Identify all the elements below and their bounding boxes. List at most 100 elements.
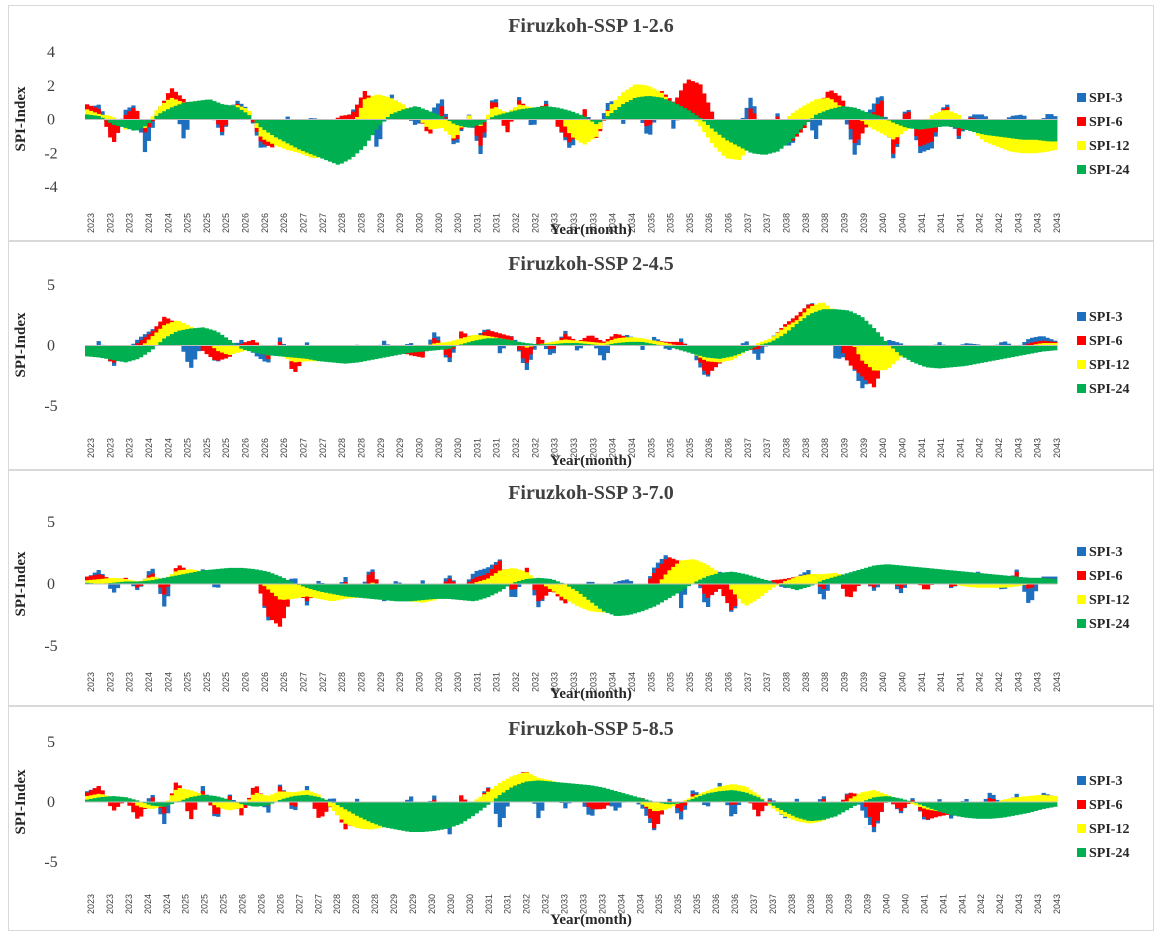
bar-spi-24 <box>876 565 880 584</box>
bar-spi-6 <box>694 83 698 120</box>
x-tick-label: 2023 <box>125 672 135 692</box>
bar-spi-24 <box>278 120 282 140</box>
bar-spi-6 <box>151 797 155 802</box>
bar-spi-24 <box>895 798 899 802</box>
bar-spi-24 <box>316 797 320 802</box>
bar-spi-3 <box>671 120 675 129</box>
bar-spi-3 <box>1018 115 1022 120</box>
bar-spi-24 <box>1003 575 1007 584</box>
bar-spi-24 <box>633 98 637 119</box>
bar-spi-12 <box>363 99 367 119</box>
x-tick-label: 2029 <box>376 213 386 233</box>
x-tick-label: 2038 <box>806 894 816 914</box>
y-tick-label: -5 <box>44 398 57 415</box>
bar-spi-6 <box>525 346 529 364</box>
x-tick-label: 2023 <box>105 213 115 233</box>
bar-spi-24 <box>957 346 961 367</box>
bar-spi-24 <box>347 120 351 160</box>
bar-spi-24 <box>845 310 849 345</box>
bar-spi-24 <box>775 338 779 345</box>
legend-label: SPI-6 <box>1089 798 1122 813</box>
bar-spi-24 <box>224 105 228 120</box>
bar-spi-24 <box>181 574 185 584</box>
bar-spi-6 <box>756 346 760 350</box>
bar-spi-24 <box>841 310 845 346</box>
bar-spi-6 <box>679 802 683 811</box>
bar-spi-24 <box>85 346 89 357</box>
bar-spi-24 <box>224 568 228 584</box>
bar-spi-24 <box>818 310 822 345</box>
bar-spi-24 <box>556 108 560 120</box>
bar-spi-24 <box>216 332 220 345</box>
bar-spi-12 <box>135 802 139 806</box>
bar-spi-24 <box>617 584 621 616</box>
x-tick-label: 2038 <box>782 672 792 692</box>
bar-spi-12 <box>509 568 513 584</box>
bar-spi-24 <box>463 584 467 600</box>
bar-spi-24 <box>208 329 212 345</box>
bar-spi-24 <box>1007 576 1011 584</box>
x-tick-label: 2025 <box>202 213 212 233</box>
y-axis-label: SPI-Index <box>13 86 29 152</box>
bar-spi-24 <box>374 120 378 130</box>
bar-spi-24 <box>297 795 301 802</box>
bar-spi-24 <box>93 798 97 802</box>
bar-spi-6 <box>208 346 212 357</box>
bar-spi-24 <box>899 565 903 584</box>
bar-spi-24 <box>714 120 718 132</box>
bar-spi-24 <box>340 584 344 596</box>
bar-spi-24 <box>525 579 529 584</box>
bar-spi-3 <box>1022 584 1026 592</box>
bar-spi-24 <box>860 317 864 345</box>
bar-spi-24 <box>926 120 930 129</box>
bar-spi-24 <box>845 107 849 120</box>
bar-spi-24 <box>359 584 363 598</box>
bar-spi-24 <box>876 115 880 119</box>
bar-spi-24 <box>856 315 860 345</box>
bar-spi-12 <box>667 570 671 584</box>
bar-spi-12 <box>100 579 104 584</box>
bar-spi-24 <box>343 120 347 162</box>
bar-spi-24 <box>216 797 220 802</box>
bar-spi-3 <box>976 114 980 119</box>
bar-spi-12 <box>428 120 432 130</box>
bar-spi-6 <box>586 802 590 807</box>
bar-spi-24 <box>143 346 147 355</box>
bar-spi-6 <box>193 802 197 810</box>
bar-spi-24 <box>197 101 201 120</box>
bar-spi-24 <box>926 802 930 807</box>
bar-spi-24 <box>772 120 776 153</box>
x-tick-label: 2024 <box>144 672 154 692</box>
bar-spi-24 <box>355 346 359 363</box>
bar-spi-24 <box>714 346 718 359</box>
bar-spi-24 <box>876 797 880 802</box>
bar-spi-24 <box>706 346 710 358</box>
bar-spi-24 <box>405 584 409 601</box>
bar-spi-3 <box>887 340 891 346</box>
bar-spi-24 <box>764 120 768 155</box>
bar-spi-24 <box>949 120 953 127</box>
bar-spi-24 <box>297 346 301 359</box>
bar-spi-24 <box>988 574 992 584</box>
bar-spi-3 <box>575 346 579 351</box>
bar-spi-6 <box>224 120 228 126</box>
bar-spi-24 <box>440 116 444 119</box>
bar-spi-12 <box>467 115 471 119</box>
bar-spi-12 <box>868 120 872 128</box>
bar-spi-24 <box>436 584 440 599</box>
x-tick-label: 2023 <box>105 672 115 692</box>
bar-spi-24 <box>151 346 155 350</box>
bar-spi-24 <box>914 120 918 130</box>
bar-spi-12 <box>1038 795 1042 802</box>
bar-spi-24 <box>895 120 899 125</box>
bar-spi-12 <box>791 578 795 584</box>
bar-spi-6 <box>845 584 849 597</box>
bar-spi-24 <box>779 120 783 149</box>
bar-spi-24 <box>494 584 498 593</box>
bar-spi-24 <box>151 802 155 806</box>
bar-spi-6 <box>471 579 475 584</box>
y-tick-label: 2 <box>47 78 55 95</box>
bar-spi-24 <box>255 120 259 124</box>
bar-spi-24 <box>1034 120 1038 140</box>
bar-spi-24 <box>644 96 648 119</box>
